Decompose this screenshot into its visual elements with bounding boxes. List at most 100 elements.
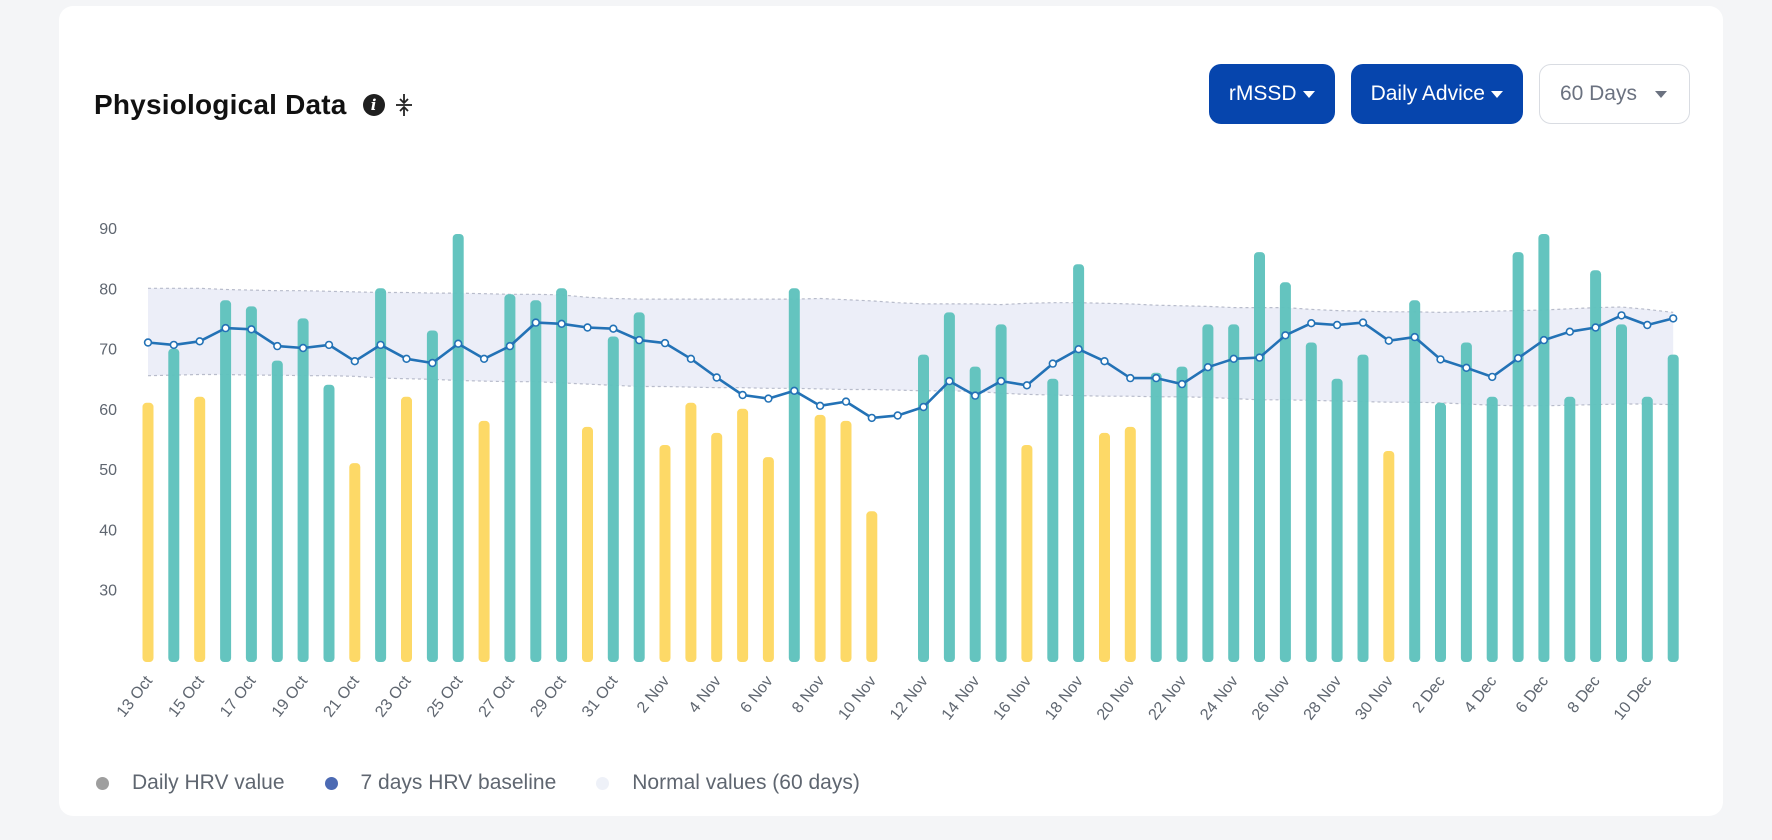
legend-item[interactable]: Daily HRV value — [96, 771, 285, 795]
daily-hrv-bar[interactable] — [401, 396, 412, 662]
baseline-point[interactable] — [1487, 372, 1497, 382]
baseline-point[interactable] — [1177, 379, 1187, 389]
baseline-point[interactable] — [1617, 311, 1626, 320]
baseline-point[interactable] — [919, 402, 928, 412]
baseline-point[interactable] — [479, 354, 489, 363]
daily-hrv-bar[interactable] — [659, 445, 671, 662]
daily-hrv-bar[interactable] — [375, 288, 387, 662]
daily-hrv-bar[interactable] — [245, 306, 257, 662]
daily-hrv-bar[interactable] — [840, 420, 852, 662]
baseline-point[interactable] — [143, 338, 153, 347]
baseline-point[interactable] — [1410, 332, 1419, 342]
daily-hrv-bar[interactable] — [220, 300, 232, 662]
baseline-point[interactable] — [1203, 363, 1213, 372]
daily-hrv-bar[interactable] — [1279, 282, 1291, 663]
baseline-point[interactable] — [1332, 320, 1342, 330]
daily-hrv-bar[interactable] — [737, 408, 749, 662]
baseline-point[interactable] — [893, 411, 902, 420]
daily-hrv-bar[interactable] — [814, 414, 826, 662]
baseline-point[interactable] — [1074, 345, 1083, 354]
daily-hrv-bar[interactable] — [426, 330, 438, 663]
daily-hrv-bar[interactable] — [1047, 378, 1059, 662]
baseline-point[interactable] — [867, 413, 876, 423]
daily-hrv-bar[interactable] — [194, 396, 206, 662]
baseline-point[interactable] — [247, 325, 256, 334]
daily-hrv-bar[interactable] — [1150, 372, 1162, 662]
baseline-point[interactable] — [1436, 355, 1445, 364]
daily-hrv-bar[interactable] — [504, 294, 516, 662]
daily-hrv-bar[interactable] — [1641, 396, 1653, 662]
baseline-point[interactable] — [531, 318, 540, 327]
daily-hrv-bar[interactable] — [762, 457, 774, 662]
baseline-point[interactable] — [970, 391, 980, 400]
daily-hrv-bar[interactable] — [1667, 354, 1679, 662]
daily-hrv-bar[interactable] — [866, 511, 878, 662]
baseline-point[interactable] — [1539, 335, 1549, 345]
daily-hrv-bar[interactable] — [788, 288, 800, 662]
baseline-point[interactable] — [1358, 318, 1368, 327]
range-dropdown[interactable]: 60 Days — [1538, 64, 1690, 124]
legend-item[interactable]: Normal values (60 days) — [596, 771, 860, 795]
collapse-icon[interactable] — [393, 92, 415, 118]
daily-hrv-bar[interactable] — [607, 336, 619, 663]
daily-hrv-bar[interactable] — [530, 300, 542, 662]
baseline-point[interactable] — [1126, 373, 1135, 383]
daily-hrv-bar[interactable] — [1228, 324, 1240, 662]
baseline-point[interactable] — [505, 341, 515, 351]
daily-hrv-bar[interactable] — [1021, 445, 1033, 662]
baseline-point[interactable] — [221, 323, 230, 333]
baseline-point[interactable] — [324, 340, 334, 350]
baseline-point[interactable] — [712, 373, 721, 382]
baseline-point[interactable] — [583, 323, 592, 332]
baseline-point[interactable] — [634, 335, 644, 345]
baseline-point[interactable] — [660, 338, 670, 348]
daily-hrv-bar[interactable] — [685, 402, 697, 662]
baseline-point[interactable] — [1281, 331, 1290, 340]
baseline-point[interactable] — [609, 324, 618, 333]
baseline-point[interactable] — [738, 390, 747, 400]
baseline-point[interactable] — [945, 376, 954, 386]
daily-hrv-bar[interactable] — [969, 366, 981, 662]
baseline-point[interactable] — [402, 354, 411, 363]
baseline-point[interactable] — [1022, 381, 1032, 390]
daily-hrv-bar[interactable] — [582, 426, 593, 662]
daily-hrv-bar[interactable] — [349, 463, 361, 662]
baseline-point[interactable] — [1591, 323, 1600, 332]
daily-hrv-bar[interactable] — [1176, 366, 1188, 662]
baseline-point[interactable] — [815, 401, 825, 410]
daily-hrv-bar[interactable] — [943, 312, 955, 662]
baseline-point[interactable] — [1565, 327, 1575, 336]
baseline-point[interactable] — [1048, 359, 1057, 368]
daily-hrv-bar[interactable] — [1124, 426, 1136, 662]
daily-hrv-bar[interactable] — [918, 354, 929, 662]
advice-dropdown[interactable]: Daily Advice — [1350, 64, 1523, 124]
baseline-point[interactable] — [1384, 336, 1394, 345]
daily-hrv-bar[interactable] — [1099, 432, 1110, 662]
baseline-point[interactable] — [454, 339, 463, 348]
daily-hrv-bar[interactable] — [633, 312, 645, 662]
daily-hrv-bar[interactable] — [452, 234, 464, 662]
metric-dropdown[interactable]: rMSSD — [1208, 64, 1335, 124]
baseline-point[interactable] — [350, 357, 359, 366]
daily-hrv-bar[interactable] — [995, 324, 1007, 662]
daily-hrv-bar[interactable] — [1305, 342, 1317, 663]
daily-hrv-bar[interactable] — [1564, 396, 1576, 662]
daily-hrv-bar[interactable] — [1202, 324, 1214, 662]
baseline-point[interactable] — [764, 394, 773, 403]
daily-hrv-bar[interactable] — [1254, 252, 1265, 662]
daily-hrv-bar[interactable] — [1073, 264, 1085, 662]
daily-hrv-bar[interactable] — [1616, 324, 1627, 662]
baseline-point[interactable] — [195, 337, 204, 346]
daily-hrv-bar[interactable] — [478, 420, 490, 662]
baseline-point[interactable] — [557, 319, 566, 328]
info-icon[interactable]: i — [362, 94, 385, 116]
daily-hrv-bar[interactable] — [142, 402, 154, 662]
baseline-point[interactable] — [428, 358, 437, 368]
baseline-point[interactable] — [1151, 373, 1161, 383]
baseline-point[interactable] — [1229, 354, 1238, 363]
baseline-point[interactable] — [169, 340, 179, 350]
baseline-point[interactable] — [376, 340, 385, 350]
daily-hrv-bar[interactable] — [168, 348, 180, 662]
daily-hrv-bar[interactable] — [1512, 252, 1524, 662]
daily-hrv-bar[interactable] — [1460, 342, 1472, 663]
